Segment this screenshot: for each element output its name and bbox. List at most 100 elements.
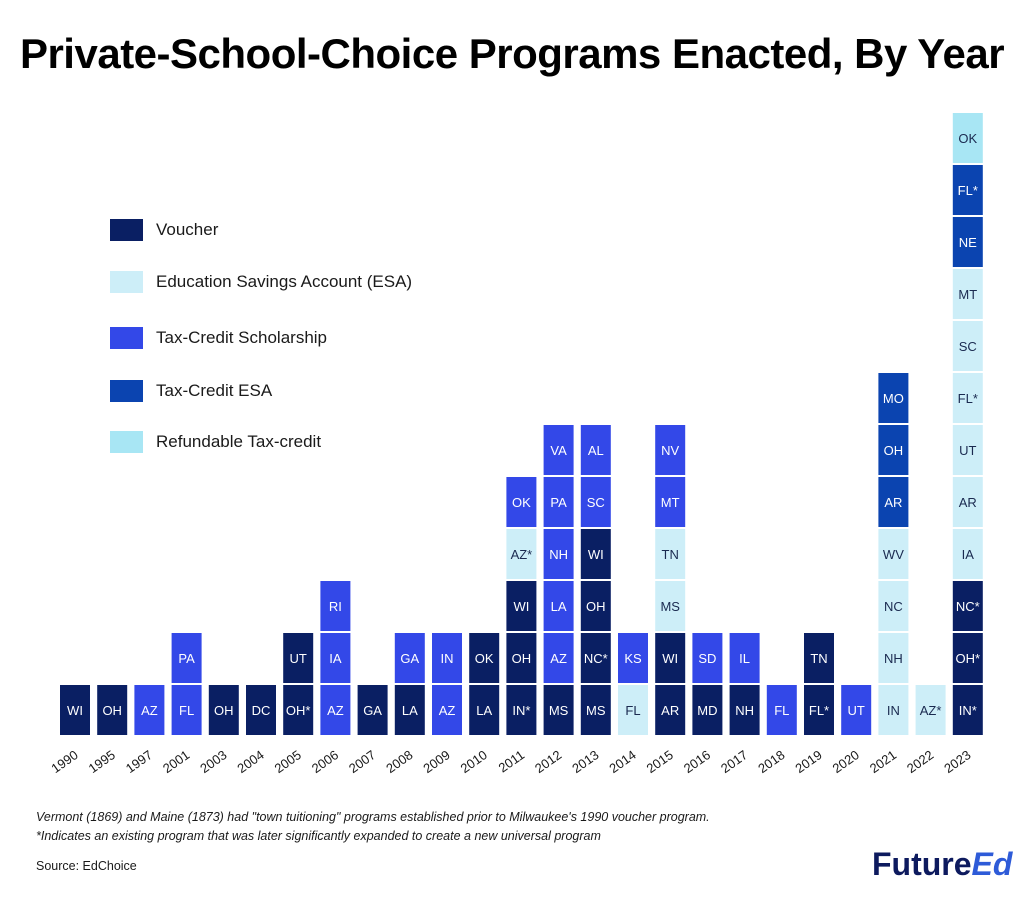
program-label-2021-6: MO: [883, 391, 904, 406]
program-cell-2011-2: [506, 581, 537, 631]
program-label-2008-1: GA: [400, 651, 419, 666]
program-cell-2004-0: [246, 685, 276, 735]
program-label-2023-9: NE: [959, 235, 977, 250]
program-label-2001-1: PA: [178, 651, 195, 666]
program-cell-2013-2: [580, 581, 611, 631]
program-cell-2021-5: [878, 425, 909, 475]
program-cell-2023-8: [952, 269, 983, 319]
chart-title: Private-School-Choice Programs Enacted, …: [19, 30, 1005, 77]
legend-swatch-refundable-tax-credit: [110, 431, 143, 453]
program-cell-1997-0: [134, 685, 165, 735]
year-label-2001: 2001: [160, 747, 192, 776]
program-label-2011-3: AZ*: [511, 547, 533, 562]
program-cell-2007-0: [357, 685, 388, 735]
program-cell-2021-1: [878, 633, 909, 683]
program-cell-2015-3: [655, 529, 686, 579]
program-label-2019-1: TN: [810, 651, 827, 666]
program-cell-2016-0: [692, 685, 723, 735]
program-label-2017-1: IL: [739, 651, 750, 666]
program-label-2011-1: OH: [512, 651, 532, 666]
program-label-2015-1: WI: [662, 651, 678, 666]
program-cell-2021-2: [878, 581, 909, 631]
program-cell-2011-1: [506, 633, 537, 683]
program-label-2015-3: TN: [662, 547, 679, 562]
program-cell-2001-1: [171, 633, 202, 683]
program-cell-2021-0: [878, 685, 909, 735]
program-label-2021-5: OH: [884, 443, 904, 458]
program-cell-2008-1: [394, 633, 425, 683]
year-label-2003: 2003: [197, 747, 229, 776]
program-label-2006-0: AZ: [327, 703, 344, 718]
program-cell-2012-4: [543, 477, 574, 527]
logo-future-text: Future: [872, 846, 972, 882]
program-cell-2022-0: [915, 685, 946, 735]
program-cell-2023-2: [952, 581, 983, 631]
program-label-2011-2: WI: [513, 599, 529, 614]
program-cell-2017-1: [729, 633, 760, 683]
program-cell-2010-0: [469, 685, 500, 735]
program-label-2023-2: NC*: [956, 599, 980, 614]
program-cell-2013-0: [580, 685, 611, 735]
legend-label-tax-credit-esa: Tax-Credit ESA: [156, 381, 273, 400]
program-cell-2009-1: [432, 633, 462, 683]
program-label-2003-0: OH: [214, 703, 234, 718]
futureed-logo: FutureEd: [872, 846, 1012, 883]
program-label-2019-0: FL*: [809, 703, 829, 718]
year-label-2010: 2010: [458, 747, 490, 776]
program-cell-2016-1: [692, 633, 723, 683]
legend-swatch-esa: [110, 271, 143, 293]
program-cell-2021-6: [878, 373, 909, 423]
program-cell-2023-4: [952, 477, 983, 527]
year-label-2015: 2015: [644, 747, 676, 776]
program-label-2021-1: NH: [884, 651, 903, 666]
program-cell-2009-0: [432, 685, 462, 735]
program-label-1995-0: OH: [102, 703, 122, 718]
program-cell-2010-1: [469, 633, 500, 683]
program-cell-2023-6: [952, 373, 983, 423]
legend-label-refundable-tax-credit: Refundable Tax-credit: [156, 432, 322, 451]
program-cell-2012-5: [543, 425, 574, 475]
program-label-2018-0: FL: [774, 703, 789, 718]
program-cell-2012-3: [543, 529, 574, 579]
year-label-2007: 2007: [346, 747, 378, 776]
program-label-2023-1: OH*: [956, 651, 981, 666]
legend-label-esa: Education Savings Account (ESA): [156, 272, 413, 291]
program-label-2011-0: IN*: [512, 703, 530, 718]
footnote-asterisk: *Indicates an existing program that was …: [36, 829, 601, 843]
program-label-2010-0: LA: [476, 703, 492, 718]
program-cell-2011-4: [506, 477, 537, 527]
program-label-2014-1: KS: [624, 651, 642, 666]
program-label-2013-0: MS: [586, 703, 606, 718]
program-label-2010-1: OK: [475, 651, 494, 666]
program-cell-2023-9: [952, 217, 983, 267]
program-cell-2013-5: [580, 425, 611, 475]
program-label-2015-4: MT: [661, 495, 680, 510]
year-label-2021: 2021: [867, 747, 899, 776]
program-label-2001-0: FL: [179, 703, 194, 718]
program-cell-2023-5: [952, 425, 983, 475]
legend-label-tax-credit-scholarship: Tax-Credit Scholarship: [156, 328, 328, 347]
year-label-2022: 2022: [904, 747, 936, 776]
program-cell-2019-0: [804, 685, 834, 735]
legend-label-voucher: Voucher: [156, 220, 219, 239]
program-cell-2023-10: [952, 165, 983, 215]
program-cell-2021-3: [878, 529, 909, 579]
program-cell-2012-0: [543, 685, 574, 735]
program-label-1990-0: WI: [67, 703, 83, 718]
legend-swatch-tax-credit-esa: [110, 380, 143, 402]
program-label-2006-1: IA: [329, 651, 342, 666]
program-cell-2015-4: [655, 477, 686, 527]
program-cell-2013-1: [580, 633, 611, 683]
program-label-2015-0: AR: [661, 703, 679, 718]
year-label-2009: 2009: [420, 747, 452, 776]
program-cell-2012-1: [543, 633, 574, 683]
program-cell-2020-0: [841, 685, 872, 735]
program-label-2015-2: MS: [660, 599, 680, 614]
program-label-2023-10: FL*: [958, 183, 978, 198]
program-cell-2023-7: [952, 321, 983, 371]
program-cell-2013-3: [580, 529, 611, 579]
program-cell-2023-3: [952, 529, 983, 579]
program-cell-2023-0: [952, 685, 983, 735]
year-label-2012: 2012: [532, 747, 564, 776]
year-label-2008: 2008: [383, 747, 415, 776]
